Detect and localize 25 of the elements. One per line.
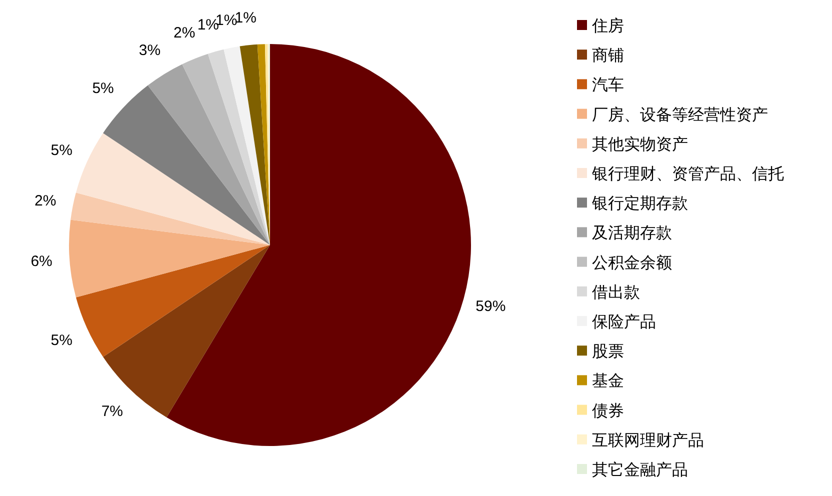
legend-label: 银行定期存款: [591, 194, 688, 213]
legend-label: 互联网理财产品: [592, 431, 704, 450]
legend-label: 厂房、设备等经营性资产: [592, 106, 768, 124]
data-label: 2%: [174, 24, 196, 42]
data-label: 5%: [92, 80, 114, 98]
data-label: 5%: [50, 142, 72, 160]
data-label: 3%: [138, 42, 161, 60]
data-label: 5%: [50, 332, 72, 349]
legend-label: 商铺: [592, 46, 624, 65]
data-label: 7%: [101, 402, 124, 420]
legend-label: 基金: [592, 372, 624, 390]
data-label: 59%: [476, 298, 506, 316]
data-label: 6%: [30, 252, 52, 270]
legend-label: 住房: [591, 17, 624, 35]
legend-label: 保险产品: [592, 313, 656, 331]
legend-label: 公积金余额: [592, 254, 672, 272]
legend-label: 银行理财、资管产品、信托: [591, 165, 784, 183]
legend-label: 债券: [592, 402, 624, 420]
legend-label: 其他实物资产: [592, 135, 688, 154]
legend-label: 股票: [592, 344, 624, 361]
legend-label: 汽车: [592, 76, 624, 94]
legend-label: 及活期存款: [592, 224, 672, 242]
legend-label: 其它金融产品: [592, 461, 688, 479]
legend-label: 借出款: [592, 283, 640, 302]
data-label: 2%: [34, 192, 56, 210]
